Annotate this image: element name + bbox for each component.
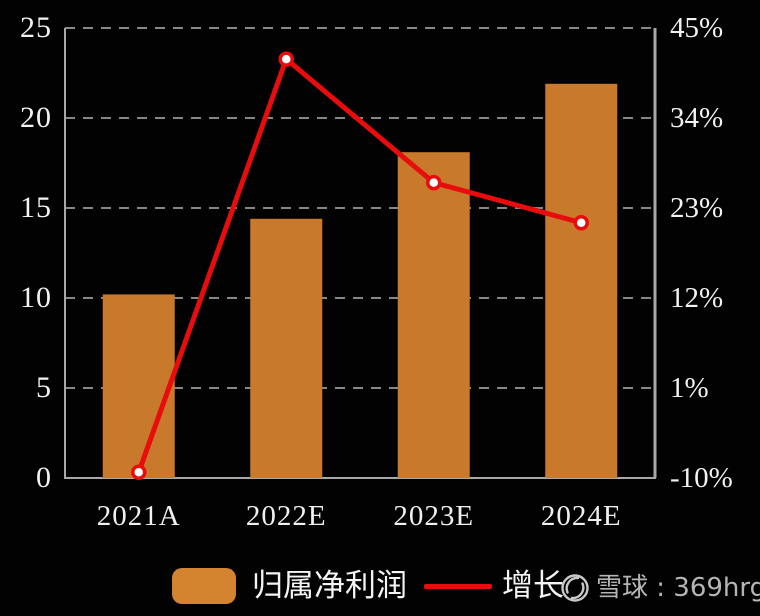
legend-bar-swatch [172,568,236,604]
line-marker [426,174,442,191]
right-axis-tick-label: 23% [670,192,724,224]
watermark-text: 雪球 : 369hrg [596,573,760,603]
x-axis-category-label: 2024E [540,500,622,532]
right-axis-tick-label: 12% [670,282,724,314]
right-axis-tick-label: 1% [670,372,709,404]
line-marker [573,214,589,231]
left-axis-tick-label: 5 [36,371,52,404]
x-axis-category-label: 2022E [245,500,327,532]
x-axis-category-label: 2021A [96,500,181,532]
legend-line-swatch [424,584,492,589]
bar [397,152,470,478]
right-axis-tick-label: -10% [670,462,733,494]
left-axis-tick-label: 25 [20,11,52,44]
bar [102,294,175,478]
line-marker [278,51,294,67]
watermark: 雪球 : 369hrg [560,570,760,606]
legend-line-label: 增长 [502,568,564,603]
legend-bar-label: 归属净利润 [252,568,407,603]
x-axis-category-label: 2023E [393,500,475,532]
left-axis-tick-label: 0 [36,461,52,494]
growth-line [136,56,584,475]
line-marker [131,464,147,481]
legend: 归属净利润 增长 雪球 : 369hrg [0,562,760,612]
bar [250,218,323,479]
left-axis-tick-label: 10 [20,281,52,314]
left-axis-tick-label: 20 [20,101,52,134]
xueqiu-logo-icon [561,574,589,602]
right-axis-tick-label: 45% [670,12,724,44]
bar [545,83,618,479]
right-axis-tick-label: 34% [670,102,724,134]
left-axis-tick-label: 15 [20,191,52,224]
